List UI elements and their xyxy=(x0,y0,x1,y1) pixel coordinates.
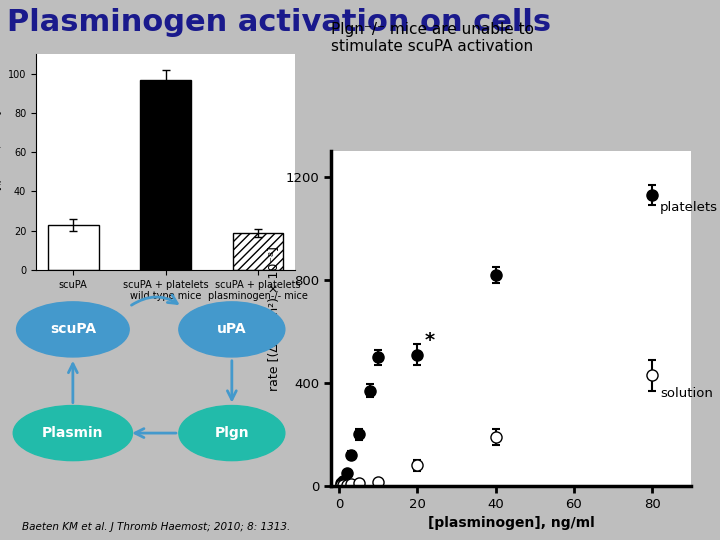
Y-axis label: rate [(ΔA/min²) × 10⁻⁸]: rate [(ΔA/min²) × 10⁻⁸] xyxy=(267,246,280,391)
Text: Plgn: Plgn xyxy=(215,426,249,440)
Text: Plasminogen activation on cells: Plasminogen activation on cells xyxy=(7,8,552,37)
Ellipse shape xyxy=(13,406,132,461)
Text: uPA: uPA xyxy=(217,322,247,336)
Y-axis label: rate [(μA/min)×10⁻⁵]: rate [(μA/min)×10⁻⁵] xyxy=(0,111,2,213)
Text: Baeten KM et al. J Thromb Haemost; 2010; 8: 1313.: Baeten KM et al. J Thromb Haemost; 2010;… xyxy=(22,522,290,532)
Text: *: * xyxy=(425,331,435,350)
Ellipse shape xyxy=(17,302,129,357)
Bar xyxy=(233,233,284,270)
X-axis label: [plasminogen], ng/ml: [plasminogen], ng/ml xyxy=(428,516,595,530)
Ellipse shape xyxy=(179,302,285,357)
Bar xyxy=(48,225,99,270)
Ellipse shape xyxy=(179,406,285,461)
Text: solution: solution xyxy=(660,387,713,400)
Text: Plgn⁻/⁻ mice are unable to
stimulate scuPA activation: Plgn⁻/⁻ mice are unable to stimulate scu… xyxy=(331,22,534,54)
Bar xyxy=(140,79,191,270)
Text: scuPA: scuPA xyxy=(50,322,96,336)
Text: platelets: platelets xyxy=(660,201,718,214)
Text: Plasmin: Plasmin xyxy=(42,426,104,440)
